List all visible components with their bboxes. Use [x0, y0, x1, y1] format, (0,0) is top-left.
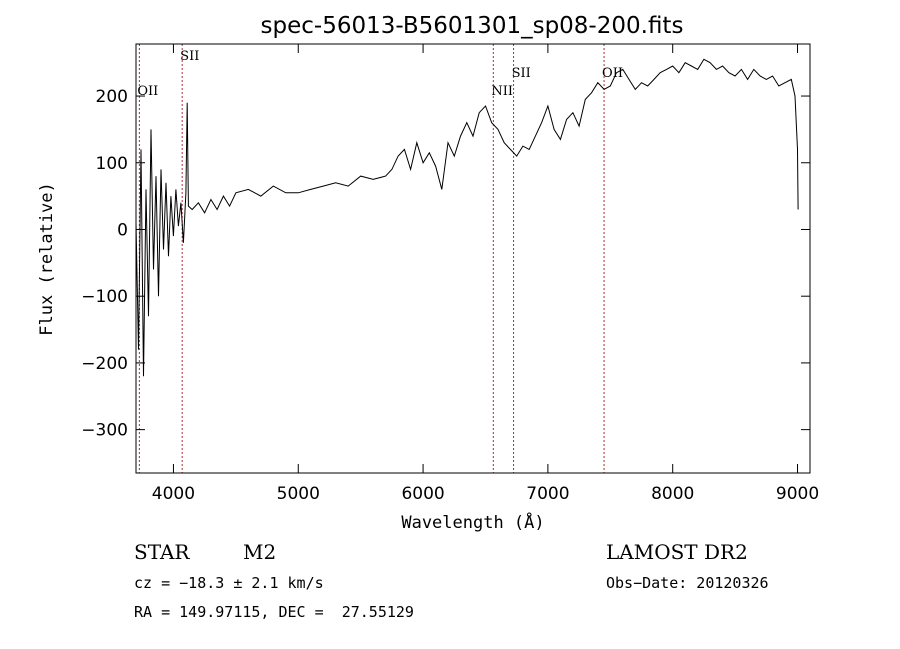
emission-line-label: NII	[491, 84, 513, 99]
x-axis-label: Wavelength (Å)	[401, 511, 544, 533]
y-tick-label: −100	[81, 287, 128, 307]
spectrum-line	[135, 58, 799, 377]
x-tick-label: 8000	[651, 484, 694, 504]
x-tick-label: 4000	[152, 484, 195, 504]
emission-line-label: SII	[512, 66, 531, 81]
axis-ticks: 4000 5000 6000 7000 8000 9000 −300 −200 −100 0 100…	[81, 44, 819, 504]
y-tick-label: 200	[96, 87, 128, 107]
y-tick-label: −300	[81, 421, 128, 441]
object-class: STAR	[134, 540, 190, 564]
x-tick-label: 5000	[277, 484, 320, 504]
x-tick-label: 7000	[526, 484, 569, 504]
redshift-cz: cz = −18.3 ± 2.1 km/s	[134, 574, 324, 592]
obs-date: Obs−Date: 20120326	[606, 574, 769, 592]
plot-frame	[135, 43, 811, 474]
survey-name: LAMOST DR2	[606, 540, 748, 564]
y-tick-label: 100	[96, 154, 128, 174]
emission-line-label: OII	[602, 66, 623, 81]
y-tick-label: −200	[81, 354, 128, 374]
y-tick-label: 0	[117, 220, 128, 240]
emission-lines: OII SII NII SII OII	[137, 44, 623, 473]
emission-line-label: OII	[137, 84, 158, 99]
coordinates: RA = 149.97115, DEC = 27.55129	[134, 603, 414, 621]
x-tick-label: 6000	[401, 484, 444, 504]
y-axis-label: Flux (relative)	[37, 182, 57, 336]
object-subclass: M2	[243, 540, 277, 564]
emission-line-label: SII	[180, 49, 199, 64]
x-tick-label: 9000	[776, 484, 819, 504]
chart-title: spec-56013-B5601301_sp08-200.fits	[261, 13, 684, 39]
